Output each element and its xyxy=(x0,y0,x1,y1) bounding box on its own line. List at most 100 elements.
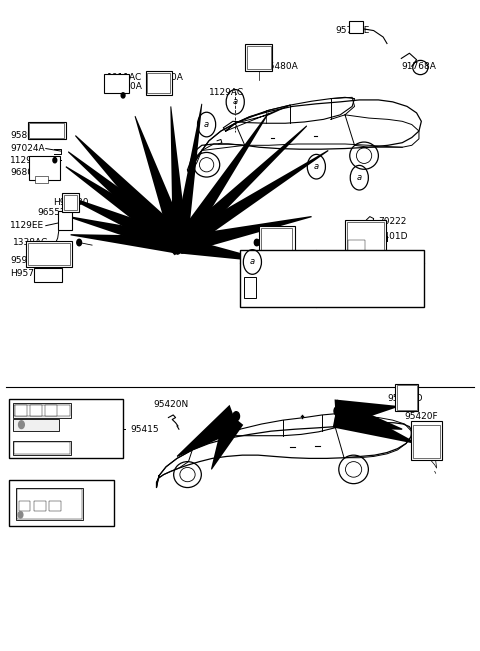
Polygon shape xyxy=(75,135,186,255)
Polygon shape xyxy=(211,410,243,470)
Bar xyxy=(28,243,70,265)
Circle shape xyxy=(177,234,184,243)
Bar xyxy=(49,501,61,511)
Bar xyxy=(240,250,424,307)
Polygon shape xyxy=(66,195,183,255)
Bar xyxy=(58,212,72,230)
Bar xyxy=(29,156,60,180)
Bar xyxy=(13,441,71,455)
Bar xyxy=(347,222,384,255)
Bar xyxy=(34,268,61,282)
Bar xyxy=(19,501,31,511)
Polygon shape xyxy=(134,116,188,250)
Text: 95800K: 95800K xyxy=(10,131,45,140)
Polygon shape xyxy=(68,151,185,255)
Polygon shape xyxy=(333,400,417,444)
Text: 95401D: 95401D xyxy=(372,232,408,241)
Bar xyxy=(9,480,114,527)
Text: 95432: 95432 xyxy=(63,424,92,434)
Text: 95500A: 95500A xyxy=(108,83,142,91)
Bar xyxy=(14,442,70,454)
Text: a: a xyxy=(357,173,362,182)
Circle shape xyxy=(19,421,24,428)
Polygon shape xyxy=(170,106,188,246)
Bar xyxy=(247,46,271,70)
Bar xyxy=(345,220,385,257)
Bar xyxy=(244,277,256,298)
Polygon shape xyxy=(66,166,184,255)
Text: 95460D: 95460D xyxy=(387,394,422,402)
Text: 95420F: 95420F xyxy=(405,411,438,421)
Text: 1129AC: 1129AC xyxy=(10,156,45,165)
Text: 95760: 95760 xyxy=(49,402,78,411)
Bar xyxy=(245,44,273,72)
Text: 95480A: 95480A xyxy=(263,62,298,71)
Text: 1338AC: 1338AC xyxy=(13,238,48,247)
Polygon shape xyxy=(68,216,181,255)
Text: 1149AA: 1149AA xyxy=(252,294,288,303)
Circle shape xyxy=(77,240,82,246)
Text: 91768A: 91768A xyxy=(401,62,436,71)
Circle shape xyxy=(334,406,341,415)
Text: H95930: H95930 xyxy=(53,198,88,207)
Circle shape xyxy=(176,240,185,251)
Bar xyxy=(147,73,170,94)
Text: 96800M: 96800M xyxy=(10,168,47,177)
Text: a: a xyxy=(204,120,209,129)
Polygon shape xyxy=(177,405,239,457)
Circle shape xyxy=(53,158,57,163)
Text: 95910: 95910 xyxy=(10,256,39,265)
Bar xyxy=(413,424,440,458)
Text: 1129EE: 1129EE xyxy=(10,221,44,230)
Bar xyxy=(13,419,59,430)
Text: 70222: 70222 xyxy=(378,217,407,227)
Text: 95413A: 95413A xyxy=(63,500,98,509)
Bar xyxy=(16,488,83,520)
Bar xyxy=(145,71,172,96)
Polygon shape xyxy=(175,113,269,252)
Bar xyxy=(259,226,295,253)
Bar xyxy=(104,74,129,94)
Text: 96552B: 96552B xyxy=(37,208,72,217)
Polygon shape xyxy=(335,400,397,428)
Bar xyxy=(17,489,82,519)
Text: 95420N: 95420N xyxy=(153,400,188,409)
Polygon shape xyxy=(334,400,402,430)
Text: 1011AC: 1011AC xyxy=(108,74,143,83)
Circle shape xyxy=(174,245,180,253)
Text: H95710: H95710 xyxy=(10,269,46,278)
Bar xyxy=(45,405,57,415)
Bar xyxy=(348,240,364,254)
Circle shape xyxy=(254,240,259,246)
Polygon shape xyxy=(180,237,271,262)
Circle shape xyxy=(121,93,125,98)
Polygon shape xyxy=(173,104,202,247)
Bar xyxy=(28,122,66,139)
Bar xyxy=(9,399,123,458)
Bar xyxy=(35,176,48,183)
Polygon shape xyxy=(178,150,328,253)
Polygon shape xyxy=(180,216,312,254)
Text: 95850A: 95850A xyxy=(148,74,183,83)
Text: 95413A: 95413A xyxy=(63,436,98,445)
Bar xyxy=(262,228,292,250)
Bar xyxy=(29,123,64,138)
Text: a: a xyxy=(314,162,319,171)
Text: 97024A: 97024A xyxy=(10,144,45,153)
Polygon shape xyxy=(177,125,307,253)
Text: 1129AC: 1129AC xyxy=(209,88,244,96)
Bar xyxy=(411,421,442,460)
Polygon shape xyxy=(71,234,181,254)
Bar xyxy=(396,385,417,409)
Text: 95920B: 95920B xyxy=(262,280,296,289)
Text: a: a xyxy=(250,258,255,266)
Text: 95440K: 95440K xyxy=(49,480,84,489)
Bar xyxy=(64,195,77,210)
Bar xyxy=(349,21,363,33)
Circle shape xyxy=(233,411,240,421)
Bar xyxy=(26,242,72,267)
Bar xyxy=(34,501,46,511)
Text: 95415: 95415 xyxy=(130,424,159,434)
Text: a: a xyxy=(233,98,238,106)
Bar xyxy=(62,193,79,212)
